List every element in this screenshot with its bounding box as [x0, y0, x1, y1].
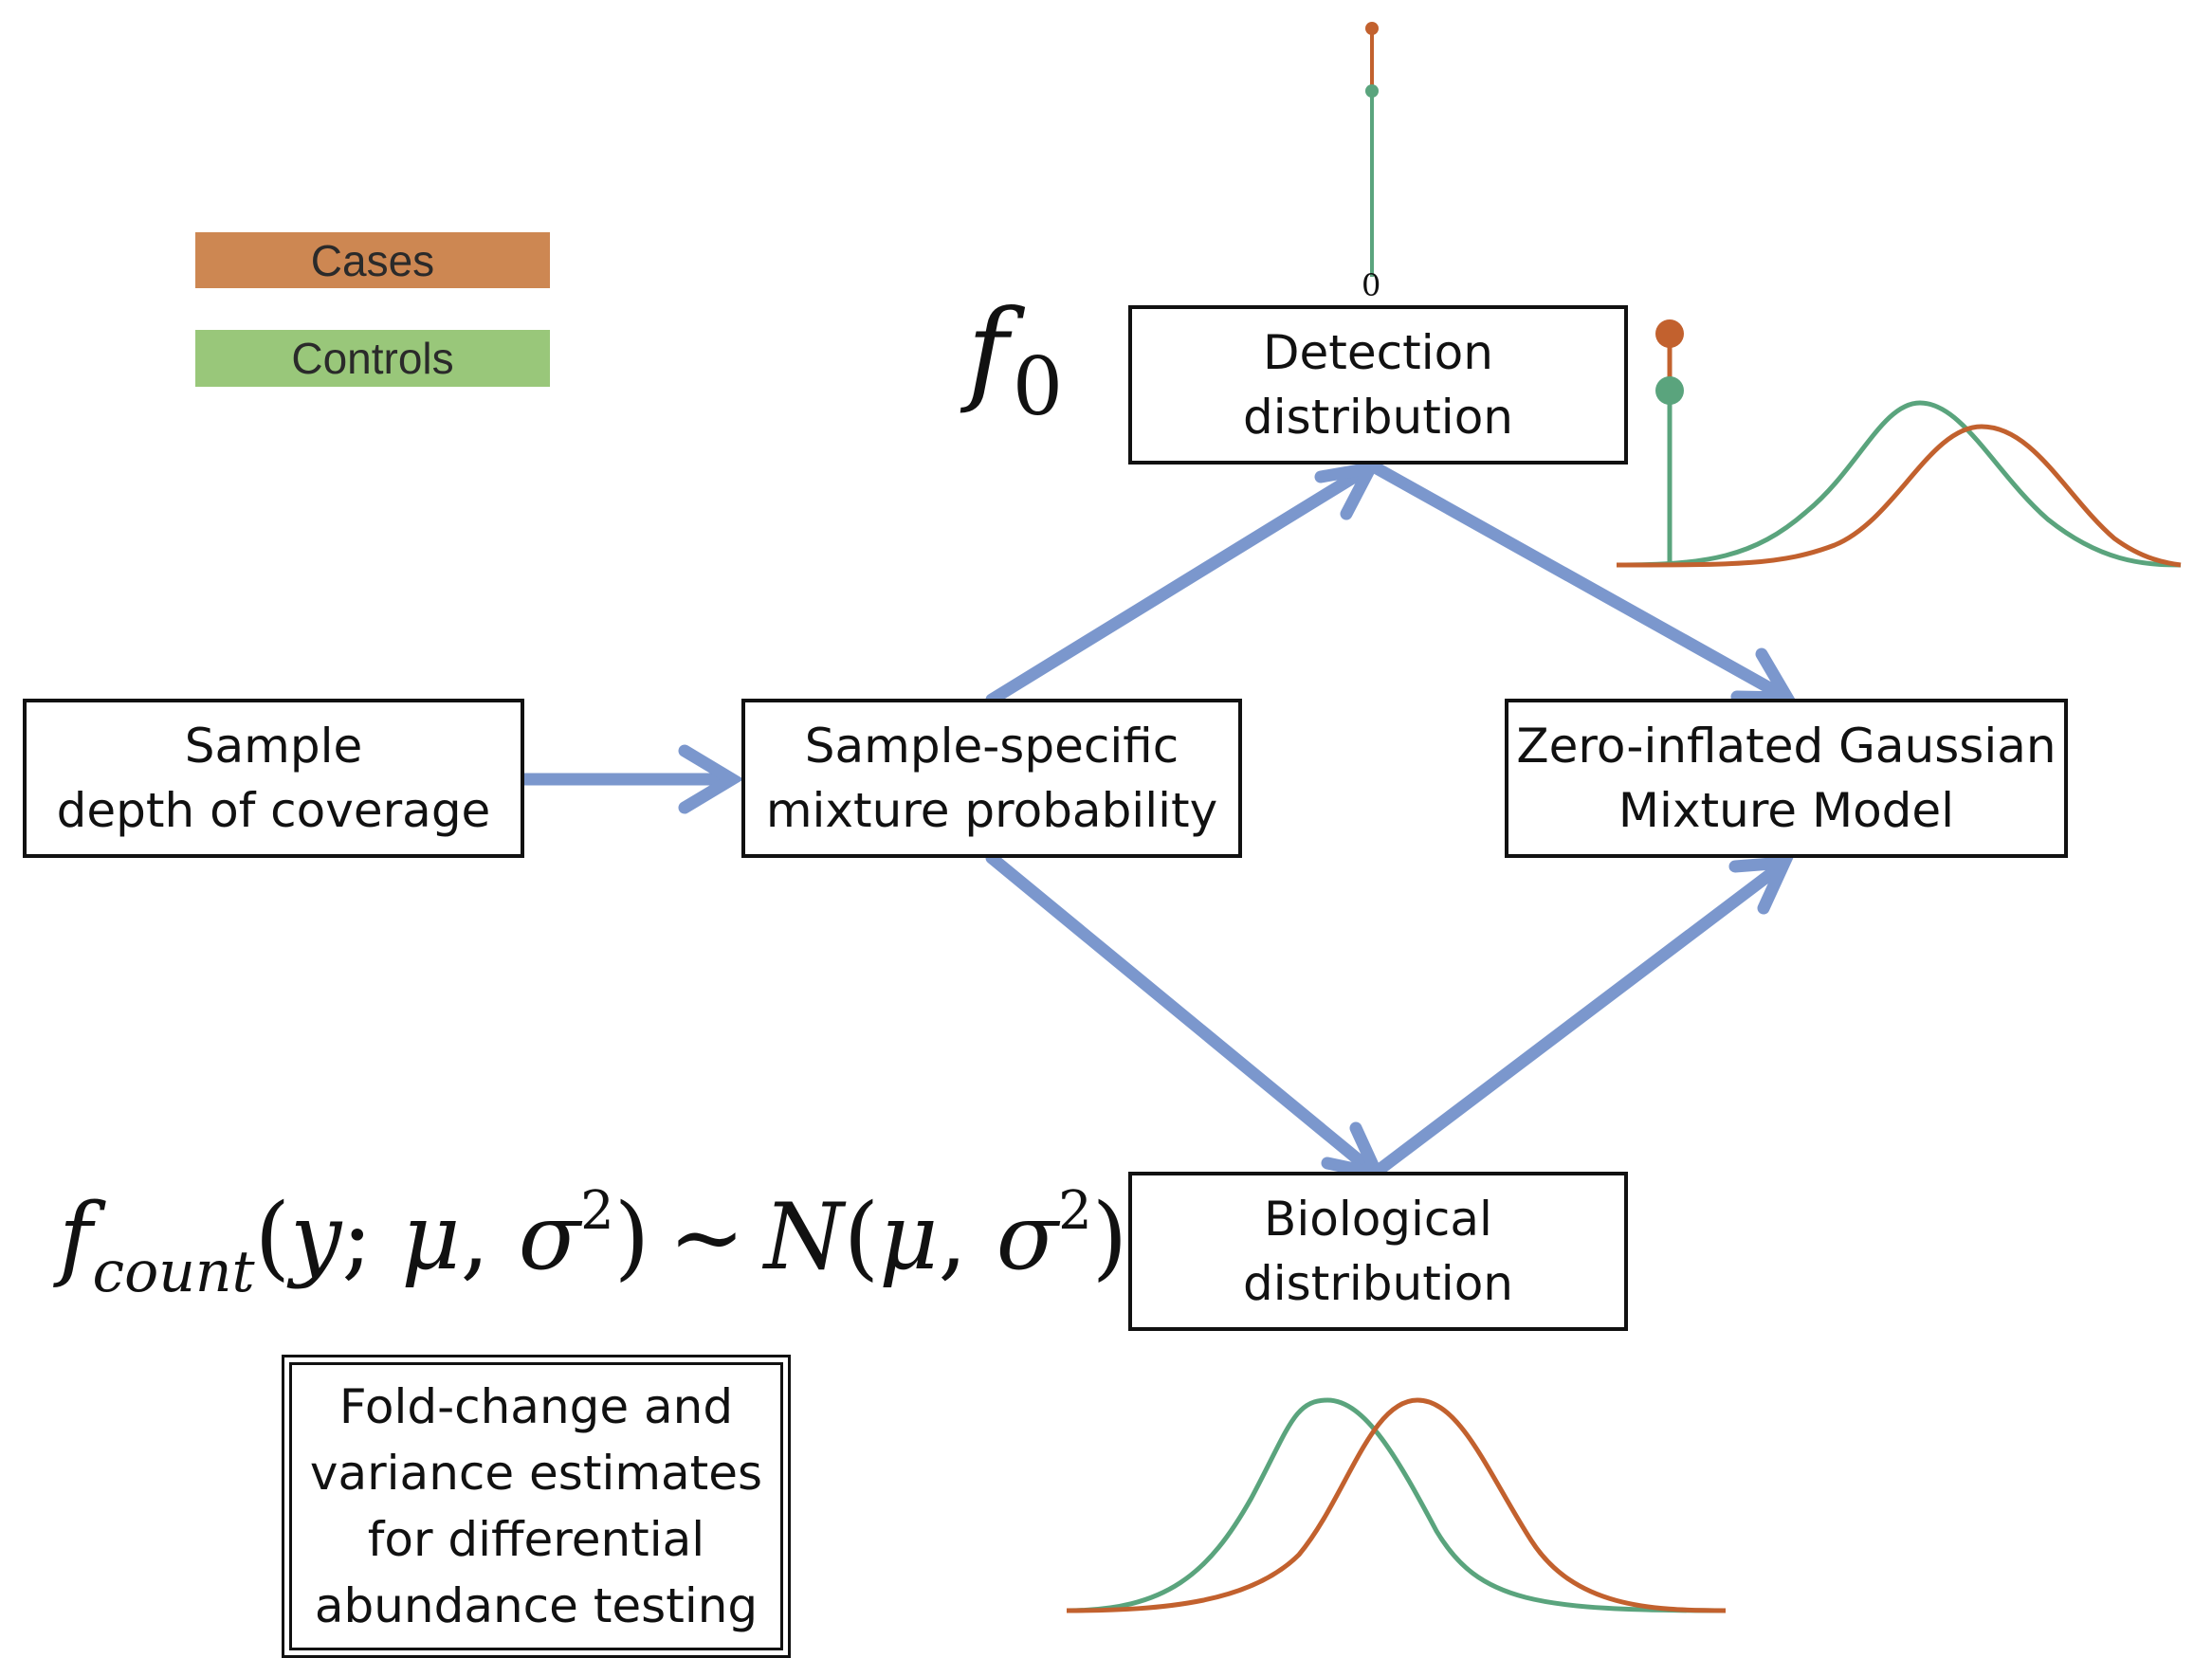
arrow-detection-to-zigmm: [1370, 462, 1799, 704]
arrow-mixture-to-biological: [985, 851, 1388, 1183]
count-distribution-formula: fcount(y; μ, σ2) ∼ N(μ, σ2): [59, 1180, 1127, 1308]
formula-power: 2: [580, 1180, 614, 1242]
f0-symbol: f: [967, 285, 1009, 416]
biological-distribution-box: Biological distribution: [1128, 1172, 1628, 1331]
controls-curve: [1066, 1397, 1727, 1613]
fold-line-3: for differential: [367, 1512, 705, 1567]
fold-line-1: Fold-change and: [338, 1379, 734, 1434]
biological-line-1: Biological: [1264, 1192, 1492, 1247]
depth-line-1: Sample: [184, 719, 363, 774]
legend-cases-label: Cases: [310, 235, 435, 285]
formula-close-paren-2: ): [1091, 1184, 1128, 1290]
cases-curve: [1066, 1397, 1727, 1613]
cases-point-mass: [1365, 22, 1379, 35]
zigmm-line-2: Mixture Model: [1618, 783, 1955, 838]
formula-mu-2: μ: [879, 1184, 939, 1290]
f0-formula: f0: [967, 284, 1063, 433]
formula-power-2: 2: [1058, 1180, 1092, 1242]
detection-line-2: distribution: [1243, 390, 1513, 445]
zero-axis-label: 0: [1362, 267, 1381, 303]
legend-cases: Cases: [195, 232, 550, 288]
fold-change-box: Fold-change and variance estimates for d…: [282, 1355, 791, 1658]
depth-line-2: depth of coverage: [56, 783, 491, 838]
fold-change-inner: Fold-change and variance estimates for d…: [289, 1362, 783, 1650]
zero-inflated-model-box: Zero-inflated Gaussian Mixture Model: [1505, 699, 2068, 858]
cases-curve: [1616, 424, 2182, 568]
biological-gaussian-plot: [1066, 1397, 1727, 1613]
formula-open-paren-2: (: [843, 1184, 880, 1290]
formula-tilde: ∼: [668, 1184, 745, 1290]
detection-distribution-box: Detection distribution: [1128, 305, 1628, 465]
legend-controls-label: Controls: [291, 334, 454, 383]
formula-mu: μ: [401, 1184, 461, 1290]
controls-curve: [1616, 400, 2182, 568]
zero-inflated-mixture-plot: [1616, 319, 2182, 568]
formula-sigma-2: σ: [996, 1184, 1059, 1290]
formula-comma-2: ,: [938, 1184, 996, 1290]
formula-y: y: [290, 1184, 342, 1290]
mixture-line-2: mixture probability: [765, 783, 1218, 838]
fold-line-2: variance estimates: [309, 1446, 763, 1501]
zigmm-line-1: Zero-inflated Gaussian: [1516, 719, 2057, 774]
formula-sigma: σ: [518, 1184, 581, 1290]
fold-line-4: abundance testing: [314, 1578, 759, 1633]
controls-zero-mass: [1655, 376, 1684, 405]
arrow-depth-to-mixture: [517, 744, 744, 814]
detection-line-1: Detection: [1263, 325, 1493, 380]
mixture-probability-box: Sample-specific mixture probability: [741, 699, 1242, 858]
formula-subscript: count: [92, 1239, 255, 1305]
formula-semicolon: ;: [341, 1184, 402, 1290]
formula-comma: ,: [460, 1184, 519, 1290]
detection-point-mass-plot: [1365, 22, 1379, 277]
formula-f-symbol: f: [59, 1184, 93, 1290]
arrow-mixture-to-detection: [985, 460, 1381, 706]
cases-zero-mass: [1655, 319, 1684, 348]
controls-point-mass: [1365, 84, 1379, 98]
depth-of-coverage-box: Sample depth of coverage: [23, 699, 524, 858]
arrow-biological-to-zigmm: [1370, 855, 1795, 1178]
formula-open-paren: (: [254, 1184, 291, 1290]
formula-close-paren: ): [613, 1184, 650, 1290]
legend-controls: Controls: [195, 330, 550, 387]
formula-normal: N: [763, 1184, 844, 1290]
mixture-line-1: Sample-specific: [804, 719, 1179, 774]
f0-subscript: 0: [1012, 340, 1064, 433]
biological-line-2: distribution: [1243, 1256, 1513, 1311]
